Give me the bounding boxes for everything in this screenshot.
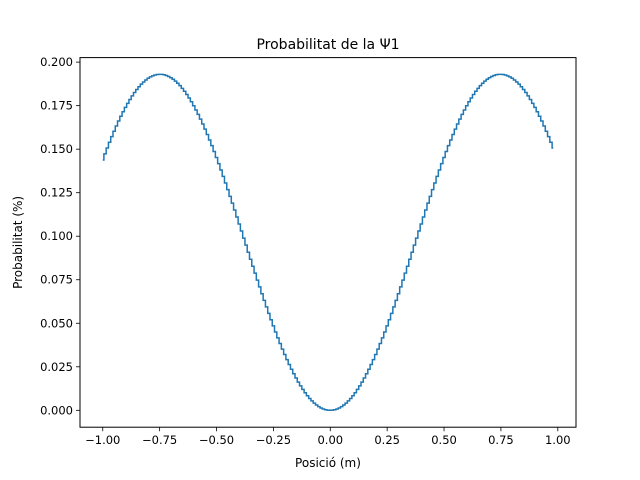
y-tick-label: 0.050	[40, 316, 73, 330]
y-tick-label: 0.150	[40, 142, 73, 156]
x-tick-label: −0.75	[142, 433, 177, 447]
x-tick-label: 1.00	[545, 433, 571, 447]
y-tick-label: 0.100	[40, 229, 73, 243]
y-tick-label: 0.000	[40, 403, 73, 417]
y-tick-label: 0.025	[40, 360, 73, 374]
x-tick-label: −0.50	[199, 433, 234, 447]
x-tick-label: 0.50	[431, 433, 457, 447]
x-tick-label: 0.75	[488, 433, 514, 447]
y-tick-label: 0.125	[40, 186, 73, 200]
x-axis-label: Posició (m)	[295, 456, 361, 470]
x-tick-label: 0.25	[374, 433, 400, 447]
chart-title: Probabilitat de la Ψ1	[256, 37, 399, 53]
x-tick-label: 0.00	[317, 433, 343, 447]
plot-frame	[79, 57, 577, 428]
y-tick-label: 0.175	[40, 99, 73, 113]
y-tick-label: 0.200	[40, 55, 73, 69]
x-tick-label: −1.00	[85, 433, 120, 447]
probability-series-line	[102, 73, 554, 412]
x-tick-label: −0.25	[256, 433, 291, 447]
y-axis: 0.000 0.025 0.050 0.075 0.100 0.125 0.150 0.175…	[40, 55, 80, 417]
y-tick-label: 0.075	[40, 273, 73, 287]
x-axis: −1.00 −0.75 −0.50 −0.25 0.00 0.25 0.50 0.75 1.00	[85, 427, 571, 447]
y-axis-label: Probabilitat (%)	[11, 196, 25, 289]
plot-area	[79, 57, 577, 428]
